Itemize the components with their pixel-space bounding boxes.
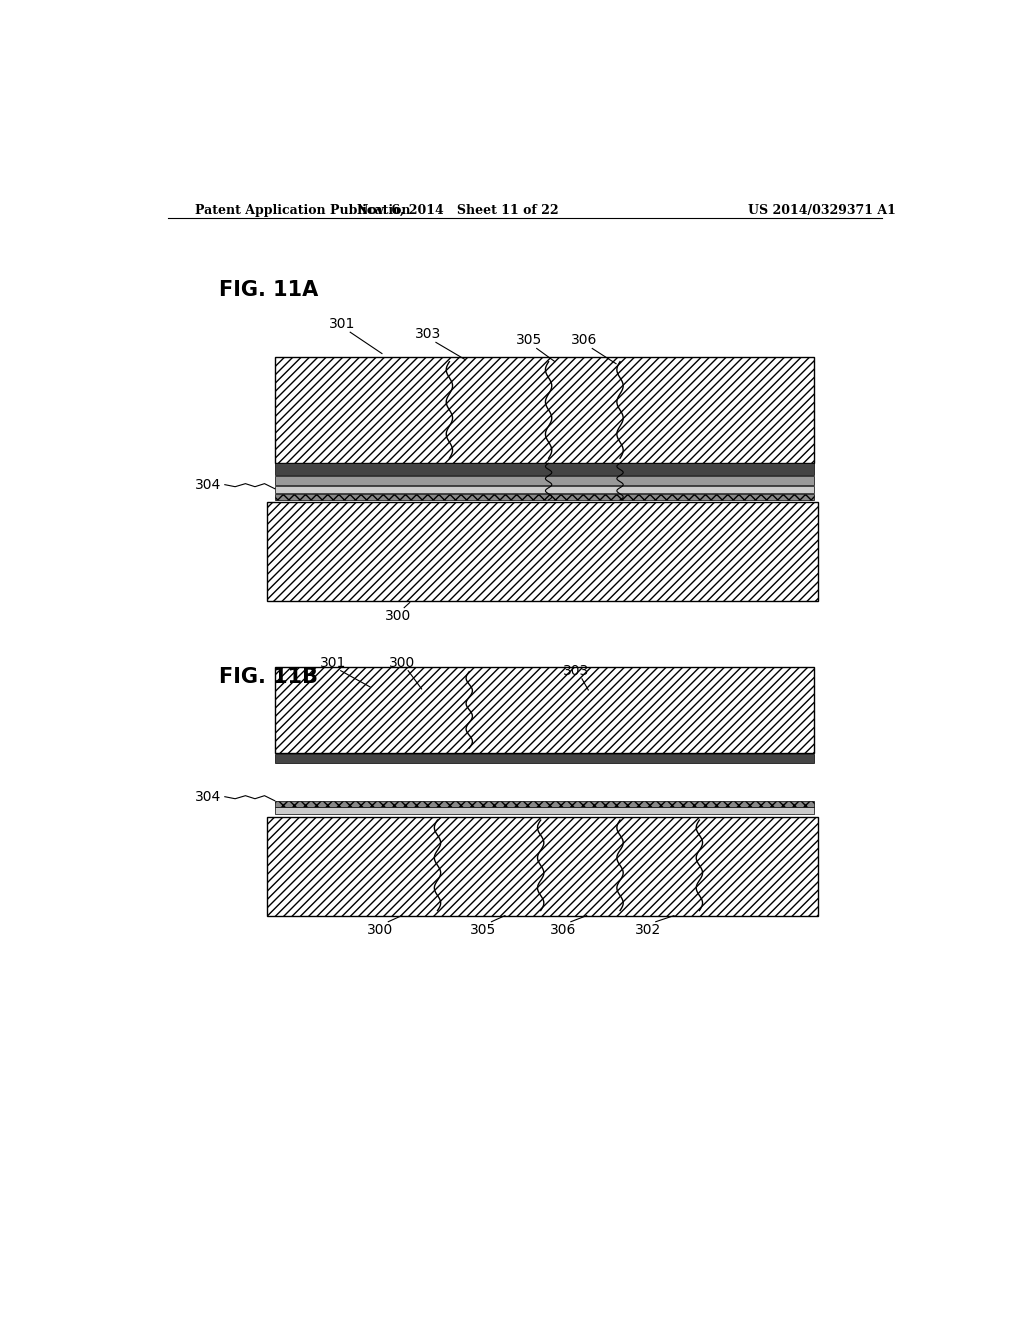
Text: 300: 300 xyxy=(385,609,411,623)
Text: 304: 304 xyxy=(196,478,221,491)
Text: 302: 302 xyxy=(635,923,660,937)
Text: 306: 306 xyxy=(550,923,577,937)
Text: FIG. 11B: FIG. 11B xyxy=(219,667,318,686)
Bar xyxy=(267,502,818,601)
Bar xyxy=(274,463,814,474)
Text: 301: 301 xyxy=(319,656,346,669)
Bar xyxy=(274,807,814,814)
Bar xyxy=(274,486,814,492)
Bar xyxy=(274,494,814,500)
Bar xyxy=(274,475,814,484)
Text: 300: 300 xyxy=(389,656,415,669)
Bar xyxy=(274,667,814,752)
Text: 306: 306 xyxy=(571,334,598,347)
Text: 304: 304 xyxy=(196,789,221,804)
Bar xyxy=(274,801,814,807)
Text: 305: 305 xyxy=(516,334,542,347)
Text: Patent Application Publication: Patent Application Publication xyxy=(196,205,411,216)
Bar xyxy=(274,754,814,763)
Text: 303: 303 xyxy=(415,327,441,342)
Text: Nov. 6, 2014   Sheet 11 of 22: Nov. 6, 2014 Sheet 11 of 22 xyxy=(356,205,558,216)
Text: FIG. 11A: FIG. 11A xyxy=(219,280,318,301)
Bar xyxy=(267,817,818,916)
Text: 300: 300 xyxy=(368,923,393,937)
Text: 303: 303 xyxy=(563,664,590,677)
Text: 305: 305 xyxy=(470,923,497,937)
Text: US 2014/0329371 A1: US 2014/0329371 A1 xyxy=(749,205,896,216)
Text: 301: 301 xyxy=(329,317,355,331)
Bar xyxy=(274,356,814,463)
